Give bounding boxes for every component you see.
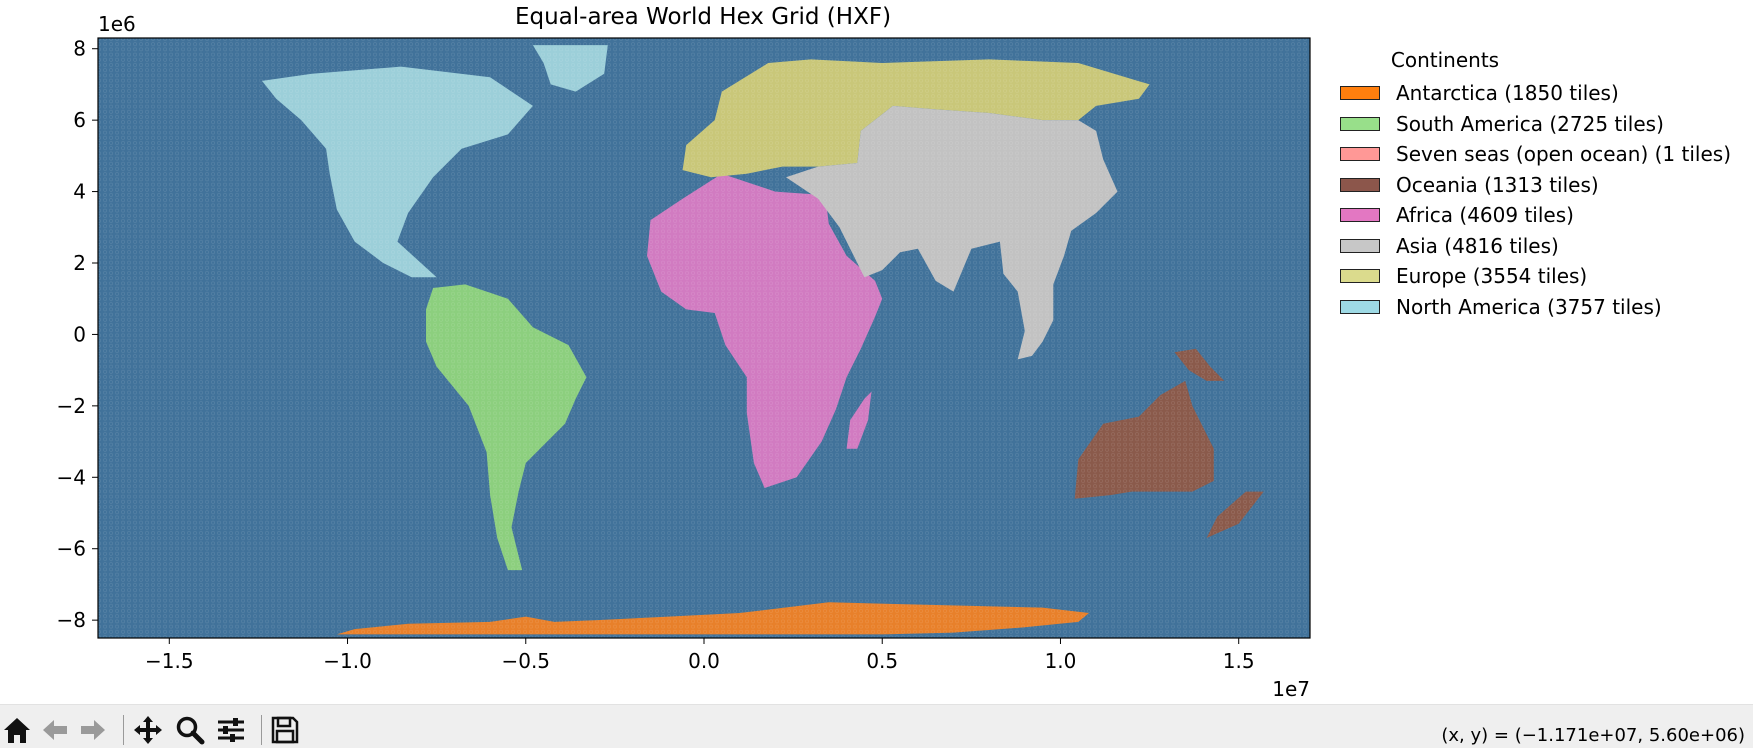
legend-swatch [1340,116,1380,131]
toolbar-separator [123,715,124,745]
y-tick-label: 2 [73,251,86,275]
x-tick-label: 1.0 [1045,649,1077,673]
y-tick-label: 6 [73,108,86,132]
home-icon [4,718,30,743]
pan-button[interactable] [131,713,165,747]
save-figure-button[interactable] [268,713,302,747]
back-button[interactable] [38,713,72,747]
floppy-disk-icon [271,716,299,744]
legend-label: Antarctica (1850 tiles) [1396,81,1619,106]
legend-swatch [1340,299,1380,314]
y-tick-label: −4 [57,465,86,489]
x-tick-label: 0.5 [866,649,898,673]
toolbar-separator [261,715,262,745]
legend-label: Africa (4609 tiles) [1396,203,1574,228]
y-tick-label: 0 [73,322,86,346]
legend-label: Asia (4816 tiles) [1396,233,1559,258]
x-tick-label: 0.0 [688,649,720,673]
x-tick-label: −1.5 [145,649,194,673]
chart-title: Equal-area World Hex Grid (HXF) [515,4,891,30]
legend-label: North America (3757 tiles) [1396,294,1662,319]
legend-item: Africa (4609 tiles) [1320,200,1750,231]
legend-swatch [1340,177,1380,192]
legend-swatch [1340,238,1380,253]
x-tick-label: −0.5 [501,649,550,673]
sliders-icon [218,718,244,742]
legend-label: Oceania (1313 tiles) [1396,172,1599,197]
y-tick-label: −2 [57,394,86,418]
y-axis: 8 6 4 2 0 −2 −4 −6 −8 [57,37,98,632]
legend-swatch [1340,208,1380,223]
y-tick-label: 8 [73,37,86,61]
figure: −1.5 −1.0 −0.5 0.0 0.5 1.0 1.5 8 6 4 2 0 −2 −4 −6 −8 E… [57,4,1750,701]
x-axis: −1.5 −1.0 −0.5 0.0 0.5 1.0 1.5 [145,638,1255,673]
magnifier-icon [176,716,205,745]
legend-item: South America (2725 tiles) [1320,109,1750,140]
legend-item: Antarctica (1850 tiles) [1320,78,1750,109]
legend-label: South America (2725 tiles) [1396,111,1664,136]
zoom-button[interactable] [173,713,207,747]
cursor-coordinates: (x, y) = (−1.171e+07, 5.60e+06) [1441,725,1745,746]
move-arrows-icon [134,716,162,744]
forward-button[interactable] [76,713,110,747]
x-tick-label: 1.5 [1223,649,1255,673]
arrow-right-icon [81,720,105,740]
legend-item: Europe (3554 tiles) [1320,261,1750,292]
legend-items: Antarctica (1850 tiles) South America (27… [1320,78,1750,322]
y-tick-label: −6 [57,537,86,561]
configure-subplots-button[interactable] [214,713,248,747]
legend-swatch [1340,86,1380,101]
legend-title: Continents [1390,48,1500,72]
y-offset-label: 1e6 [98,12,136,36]
legend-item: Oceania (1313 tiles) [1320,170,1750,201]
legend-swatch [1340,269,1380,284]
legend-item: Asia (4816 tiles) [1320,231,1750,262]
legend-label: Seven seas (open ocean) (1 tiles) [1396,142,1731,167]
plot-canvas: −1.5 −1.0 −0.5 0.0 0.5 1.0 1.5 8 6 4 2 0 −2 −4 −6 −8 E… [57,4,1311,701]
y-tick-label: 4 [73,180,86,204]
legend-swatch [1340,147,1380,162]
legend-item: Seven seas (open ocean) (1 tiles) [1320,139,1750,170]
navigation-toolbar: (x, y) = (−1.171e+07, 5.60e+06) [0,704,1753,748]
x-offset-label: 1e7 [1272,677,1310,701]
legend: Continents Antarctica (1850 tiles) South … [1320,48,1750,322]
legend-item: North America (3757 tiles) [1320,292,1750,323]
y-tick-label: −8 [57,608,86,632]
arrow-left-icon [43,720,67,740]
hex-grid-overlay [98,38,1310,638]
home-button[interactable] [0,713,34,747]
legend-label: Europe (3554 tiles) [1396,264,1588,289]
x-tick-label: −1.0 [323,649,372,673]
